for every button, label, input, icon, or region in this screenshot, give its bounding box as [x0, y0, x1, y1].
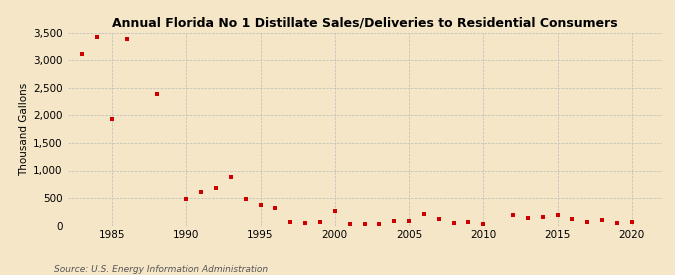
Point	[196, 190, 207, 194]
Point	[404, 219, 414, 224]
Point	[151, 92, 162, 96]
Point	[122, 37, 132, 41]
Point	[92, 35, 103, 40]
Point	[255, 203, 266, 207]
Point	[508, 213, 518, 217]
Point	[359, 222, 370, 226]
Point	[107, 117, 117, 122]
Point	[582, 220, 593, 224]
Point	[315, 219, 325, 224]
Y-axis label: Thousand Gallons: Thousand Gallons	[19, 82, 29, 176]
Point	[181, 197, 192, 201]
Text: Source: U.S. Energy Information Administration: Source: U.S. Energy Information Administ…	[54, 265, 268, 274]
Title: Annual Florida No 1 Distillate Sales/Deliveries to Residential Consumers: Annual Florida No 1 Distillate Sales/Del…	[111, 16, 618, 29]
Point	[626, 220, 637, 224]
Point	[389, 219, 400, 224]
Point	[374, 222, 385, 226]
Point	[211, 185, 221, 190]
Point	[77, 52, 88, 56]
Point	[537, 214, 548, 219]
Point	[567, 217, 578, 221]
Point	[285, 220, 296, 225]
Point	[270, 206, 281, 211]
Point	[300, 221, 310, 225]
Point	[478, 222, 489, 226]
Point	[597, 218, 608, 222]
Point	[552, 213, 563, 218]
Point	[225, 175, 236, 179]
Point	[344, 222, 355, 227]
Point	[612, 221, 622, 225]
Point	[418, 212, 429, 216]
Point	[463, 220, 474, 225]
Point	[240, 196, 251, 201]
Point	[433, 217, 444, 222]
Point	[329, 209, 340, 213]
Point	[522, 216, 533, 220]
Point	[448, 221, 459, 225]
